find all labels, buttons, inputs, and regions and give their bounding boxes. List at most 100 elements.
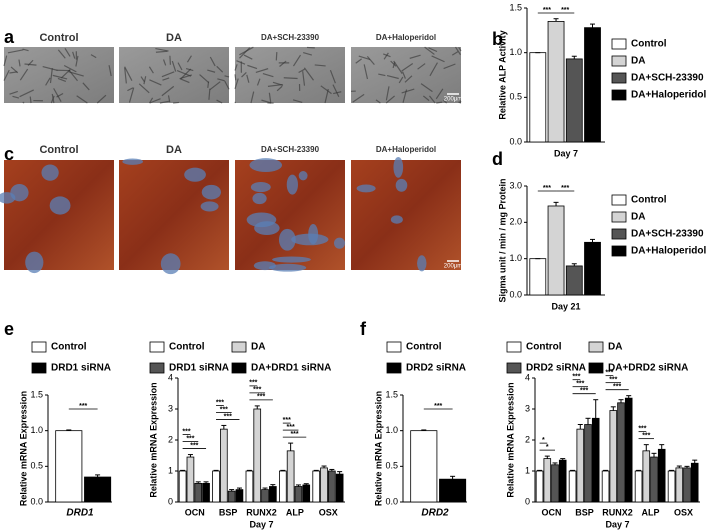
texture [149,98,161,104]
bar [565,58,583,143]
image-label: DA+SCH-23390 [261,33,320,42]
legend-swatch [611,72,627,84]
bar [683,467,691,503]
texture [428,95,436,104]
y-tick-label: 1.0 [30,425,43,435]
y-axis-label: Relative mRNA Expression [373,391,383,506]
texture [333,91,342,95]
texture [76,95,88,104]
significance: *** [561,185,569,192]
texture [356,184,376,193]
micrograph [4,47,114,103]
panel-letter: d [492,149,503,169]
texture [250,91,255,104]
texture [422,95,430,102]
y-tick-label: 1.0 [509,47,522,57]
significance: *** [638,425,646,432]
legend-label: DA+SCH-23390 [631,229,704,240]
texture [385,95,396,104]
texture [159,100,170,104]
texture [224,80,230,90]
legend-swatch [588,362,604,374]
texture [155,47,169,52]
significance: *** [257,394,265,401]
bar [675,467,684,503]
bar [302,484,311,503]
bar [186,456,195,503]
y-tick-label: 0 [168,496,173,506]
significance: *** [609,377,617,384]
texture [160,253,181,275]
significance: *** [561,7,569,14]
legend-label: DRD2 siRNA [406,363,466,374]
texture [22,48,29,52]
texture [435,88,444,100]
texture [224,75,230,78]
texture [393,157,404,178]
y-tick-label: 1.5 [385,389,398,399]
texture [167,95,171,103]
texture [177,62,183,71]
texture [208,88,211,100]
texture [329,69,336,84]
texture [431,55,445,63]
legend-swatch [611,55,627,67]
texture [124,67,127,84]
image-label: DA+SCH-23390 [261,145,320,154]
texture [149,79,162,86]
texture [57,77,67,82]
bar [642,450,651,503]
texture [252,192,267,205]
texture [249,158,283,173]
legend-label: DRD1 siRNA [169,363,229,374]
texture [390,60,397,67]
texture [429,62,438,77]
bar [543,458,552,503]
texture [246,74,250,83]
texture [286,174,298,195]
legend-swatch [611,38,627,50]
texture [128,87,135,103]
texture [148,66,154,74]
texture [333,237,346,249]
texture [52,74,68,80]
texture [402,71,406,79]
bar [634,470,643,503]
bar [335,473,344,503]
texture [180,68,192,80]
bar [178,470,187,503]
bar [410,430,438,503]
y-tick-label: 2.0 [509,217,522,227]
bar [194,482,203,503]
legend-label: DA [631,56,645,67]
texture [239,47,251,59]
texture [398,76,404,84]
y-tick-label: 0.0 [385,496,398,506]
x-tick-label: OSX [319,507,338,517]
texture [19,89,34,98]
texture [122,158,144,165]
significance: *** [224,413,232,420]
significance: *** [613,384,621,391]
bar [529,258,547,296]
micrograph [235,47,345,103]
legend-swatch [149,362,165,374]
image-label: DA [166,144,182,156]
texture [454,46,462,56]
legend-label: Control [406,342,442,353]
texture [241,71,247,78]
x-axis-label: Day 7 [554,148,578,158]
legend-label: DRD1 siRNA [51,363,111,374]
bar [84,476,112,503]
texture [292,99,303,104]
texture [199,74,210,84]
texture [234,78,239,90]
x-tick-label: ALP [286,507,304,517]
texture [53,88,62,103]
bar [439,478,467,503]
texture [386,74,399,80]
significance: *** [434,403,442,410]
texture [234,64,238,71]
texture [302,71,306,86]
x-axis-label: Day 21 [551,301,580,311]
